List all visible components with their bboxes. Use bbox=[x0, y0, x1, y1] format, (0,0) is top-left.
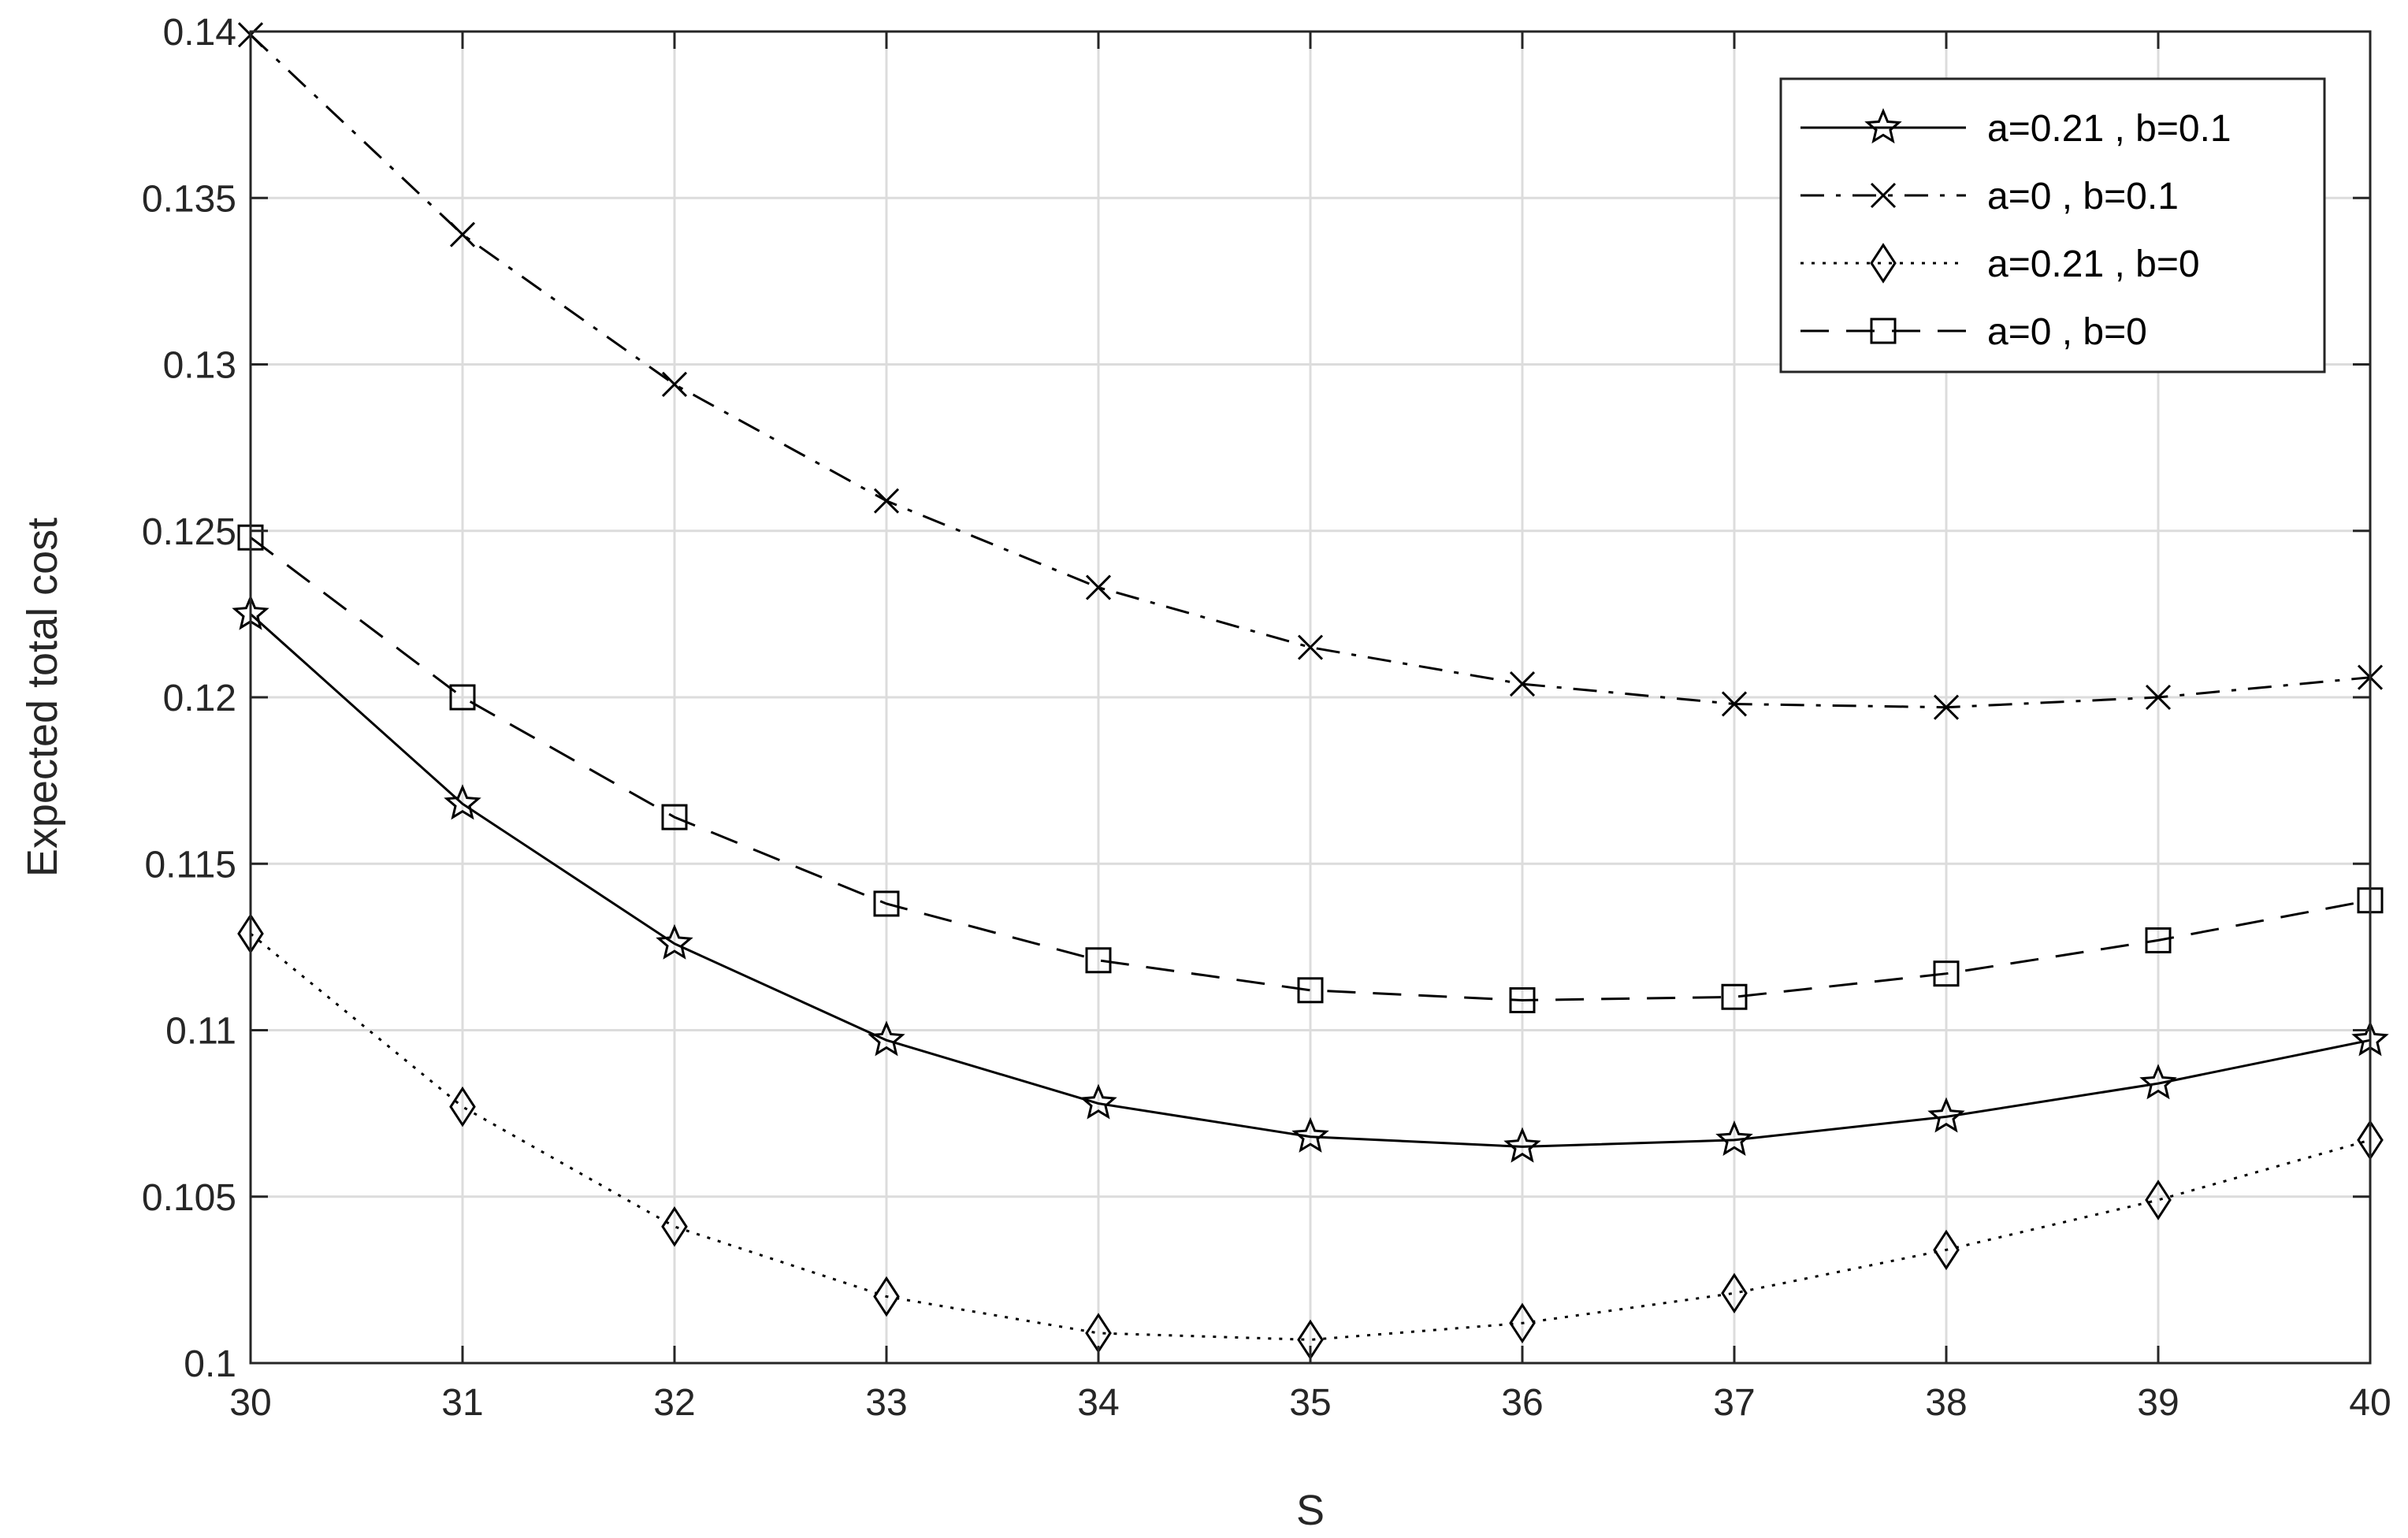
data-point-diamond bbox=[661, 1206, 688, 1247]
data-point-x bbox=[2145, 684, 2172, 711]
data-point-star bbox=[868, 1020, 905, 1057]
series-2 bbox=[237, 22, 2384, 720]
y-tick-label: 0.135 bbox=[142, 178, 236, 220]
data-point-square bbox=[2145, 927, 2172, 953]
data-point-diamond bbox=[1509, 1302, 1536, 1344]
y-axis-label: Expected total cost bbox=[19, 518, 66, 877]
series-line bbox=[249, 613, 2371, 1148]
x-tick-label: 37 bbox=[1713, 1382, 1755, 1424]
data-point-x bbox=[1509, 671, 1536, 697]
x-tick-label: 30 bbox=[229, 1382, 271, 1424]
data-point-x bbox=[1721, 691, 1748, 717]
x-tick-label: 36 bbox=[1501, 1382, 1543, 1424]
legend-label: a=0.21 , b=0.1 bbox=[1987, 108, 2231, 150]
x-tick-label: 39 bbox=[2137, 1382, 2179, 1424]
y-tick-label: 0.13 bbox=[163, 345, 236, 387]
legend-label: a=0.21 , b=0 bbox=[1987, 243, 2200, 285]
data-point-x bbox=[1297, 634, 1324, 660]
data-point-x bbox=[873, 488, 900, 514]
y-tick-label: 0.12 bbox=[163, 678, 236, 719]
legend-label: a=0 , b=0 bbox=[1987, 311, 2147, 353]
x-tick-label: 34 bbox=[1077, 1382, 1119, 1424]
data-point-star bbox=[1715, 1120, 1753, 1157]
data-point-x bbox=[1870, 182, 1897, 209]
data-point-square bbox=[449, 684, 476, 711]
legend-entry: a=0.21 , b=0.1 bbox=[1800, 108, 2231, 150]
y-tick-label: 0.1 bbox=[184, 1343, 236, 1385]
y-tick-label: 0.115 bbox=[144, 844, 236, 886]
data-point-star bbox=[1503, 1127, 1541, 1163]
data-point-star bbox=[656, 923, 693, 960]
x-tick-label: 40 bbox=[2349, 1382, 2391, 1424]
legend-entry: a=0.21 , b=0 bbox=[1800, 243, 2200, 285]
data-point-star bbox=[444, 784, 481, 820]
legend-entry: a=0 , b=0 bbox=[1800, 311, 2147, 353]
data-point-x bbox=[1085, 574, 1112, 600]
data-point-square bbox=[873, 890, 900, 917]
y-tick-label: 0.11 bbox=[165, 1011, 236, 1053]
y-tick-label: 0.105 bbox=[142, 1177, 236, 1219]
legend: a=0.21 , b=0.1 a=0 , b=0.1 a=0.21 , b=0 a=0… bbox=[1779, 77, 2326, 373]
data-point-diamond bbox=[2145, 1180, 2172, 1220]
data-point-square bbox=[661, 804, 688, 830]
data-point-diamond bbox=[1721, 1272, 1748, 1314]
x-tick-label: 33 bbox=[865, 1382, 907, 1424]
y-tick-label: 0.125 bbox=[142, 511, 236, 553]
x-axis-label: S bbox=[1296, 1487, 1325, 1534]
data-point-diamond bbox=[1933, 1229, 1960, 1271]
data-point-x bbox=[449, 221, 476, 247]
y-tick-label: 0.14 bbox=[163, 12, 236, 54]
data-point-star bbox=[2139, 1064, 2177, 1100]
data-point-diamond bbox=[449, 1086, 476, 1127]
data-point-star bbox=[1080, 1083, 1117, 1120]
data-point-star bbox=[1927, 1097, 1965, 1133]
data-point-x bbox=[1933, 694, 1960, 720]
legend-label: a=0 , b=0.1 bbox=[1987, 176, 2179, 217]
data-point-square bbox=[1933, 960, 1960, 987]
data-point-diamond bbox=[1870, 243, 1897, 284]
x-tick-label: 31 bbox=[441, 1382, 483, 1424]
series-line bbox=[250, 537, 2371, 1002]
x-tick-label: 35 bbox=[1289, 1382, 1331, 1424]
x-tick-label: 38 bbox=[1925, 1382, 1967, 1424]
legend-entry: a=0 , b=0.1 bbox=[1800, 176, 2179, 217]
data-point-star bbox=[1291, 1116, 1329, 1153]
data-point-square bbox=[1870, 318, 1897, 344]
data-point-square bbox=[1297, 977, 1324, 1004]
data-point-x bbox=[661, 371, 688, 397]
data-point-diamond bbox=[873, 1276, 900, 1317]
data-point-star bbox=[1864, 108, 1902, 144]
data-point-square bbox=[1085, 947, 1112, 974]
x-tick-label: 32 bbox=[653, 1382, 695, 1424]
ticks: 30 31 32 33 34 35 36 37 38 39 40 0.1 0.105 0.11 0.115 0… bbox=[142, 12, 2391, 1424]
data-point-square bbox=[1509, 986, 1536, 1013]
data-point-square bbox=[1721, 983, 1748, 1010]
